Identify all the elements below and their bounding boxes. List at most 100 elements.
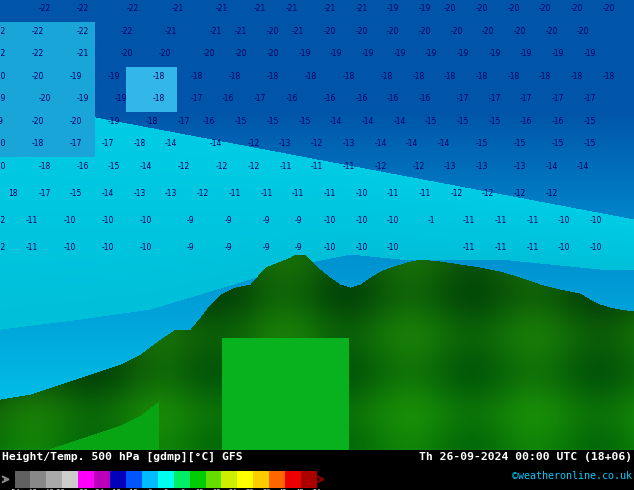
Text: -19: -19 [456,49,469,58]
Text: -16: -16 [285,95,298,103]
Text: -19: -19 [298,49,311,58]
Text: -14: -14 [139,162,152,171]
Text: -20: -20 [571,4,583,14]
Text: -19: -19 [552,49,564,58]
Text: -13: -13 [514,162,526,171]
Text: -20: -20 [450,27,463,36]
Text: -15: -15 [583,117,596,126]
Text: -20: -20 [0,72,6,81]
Text: -20: -20 [545,27,558,36]
Text: -11: -11 [279,162,292,171]
Text: -11: -11 [526,216,539,225]
Text: -20: -20 [476,4,488,14]
Bar [205,471,221,488]
Text: -19: -19 [361,49,374,58]
Text: Height/Temp. 500 hPa [gdmp][°C] GFS: Height/Temp. 500 hPa [gdmp][°C] GFS [2,452,243,462]
Text: -14: -14 [437,140,450,148]
Text: -19: -19 [108,72,120,81]
Text: -21: -21 [165,27,178,36]
Text: -15: -15 [456,117,469,126]
Text: -10: -10 [323,216,336,225]
Bar [285,471,301,488]
Text: -22: -22 [0,49,6,58]
Text: -20: -20 [32,72,44,81]
Text: -13: -13 [476,162,488,171]
Bar [237,471,254,488]
Text: -10: -10 [387,243,399,252]
Text: -22: -22 [76,27,89,36]
Text: Th 26-09-2024 00:00 UTC (18+06): Th 26-09-2024 00:00 UTC (18+06) [419,452,632,462]
Text: -11: -11 [463,216,476,225]
Bar [94,471,110,488]
Text: -16: -16 [355,95,368,103]
Text: -24: -24 [92,489,105,490]
Text: -11: -11 [495,216,507,225]
Text: -14: -14 [577,162,590,171]
Text: -19: -19 [488,49,501,58]
Text: -18: -18 [152,72,165,81]
Text: -22: -22 [120,27,133,36]
Text: -17: -17 [190,95,203,103]
Text: -9: -9 [294,216,302,225]
Text: -13: -13 [279,140,292,148]
Text: -17: -17 [254,95,266,103]
Text: -15: -15 [476,140,488,148]
Text: -18: -18 [539,72,552,81]
Text: 0: 0 [164,489,168,490]
Text: 42: 42 [279,489,288,490]
Text: -9: -9 [186,216,194,225]
Text: -18: -18 [476,72,488,81]
Text: -20: -20 [266,27,279,36]
Bar [158,471,174,488]
Text: -9: -9 [186,243,194,252]
Text: -15: -15 [298,117,311,126]
Bar [78,471,94,488]
Text: -12: -12 [0,216,6,225]
Text: -19: -19 [70,72,82,81]
Text: -19: -19 [0,95,6,103]
Text: -1: -1 [427,216,435,225]
Text: -11: -11 [463,243,476,252]
Text: -38: -38 [53,489,66,490]
Text: -14: -14 [330,117,342,126]
Text: 9: 9 [0,117,3,126]
Text: -12: -12 [0,243,6,252]
Text: -18: -18 [109,489,122,490]
Text: -12: -12 [514,189,526,198]
Text: -20: -20 [120,49,133,58]
Text: -21: -21 [171,4,184,14]
Bar [142,471,158,488]
Text: -20: -20 [38,95,51,103]
Bar [221,471,237,488]
Text: -16: -16 [520,117,533,126]
Bar [30,471,46,488]
Text: -20: -20 [266,49,279,58]
Text: -12: -12 [197,189,209,198]
Text: -20: -20 [323,27,336,36]
Text: -21: -21 [254,4,266,14]
Text: -18: -18 [380,72,393,81]
Text: -13: -13 [342,140,355,148]
Text: -18: -18 [133,140,146,148]
Text: -10: -10 [139,243,152,252]
Text: -48: -48 [25,489,38,490]
Text: -12: -12 [412,162,425,171]
Text: 24: 24 [229,489,237,490]
Text: -11: -11 [526,243,539,252]
Text: -10: -10 [323,243,336,252]
Text: -19: -19 [520,49,533,58]
Text: -11: -11 [323,189,336,198]
Text: -13: -13 [165,189,178,198]
Bar [46,471,62,488]
Text: -21: -21 [285,4,298,14]
Text: -42: -42 [42,489,55,490]
Text: -15: -15 [514,140,526,148]
Text: -16: -16 [418,95,431,103]
Text: -11: -11 [495,243,507,252]
Text: -20: -20 [507,4,520,14]
Text: -12: -12 [216,162,228,171]
Text: -16: -16 [76,162,89,171]
Text: -16: -16 [387,95,399,103]
Text: -14: -14 [406,140,418,148]
Text: -12: -12 [126,489,139,490]
